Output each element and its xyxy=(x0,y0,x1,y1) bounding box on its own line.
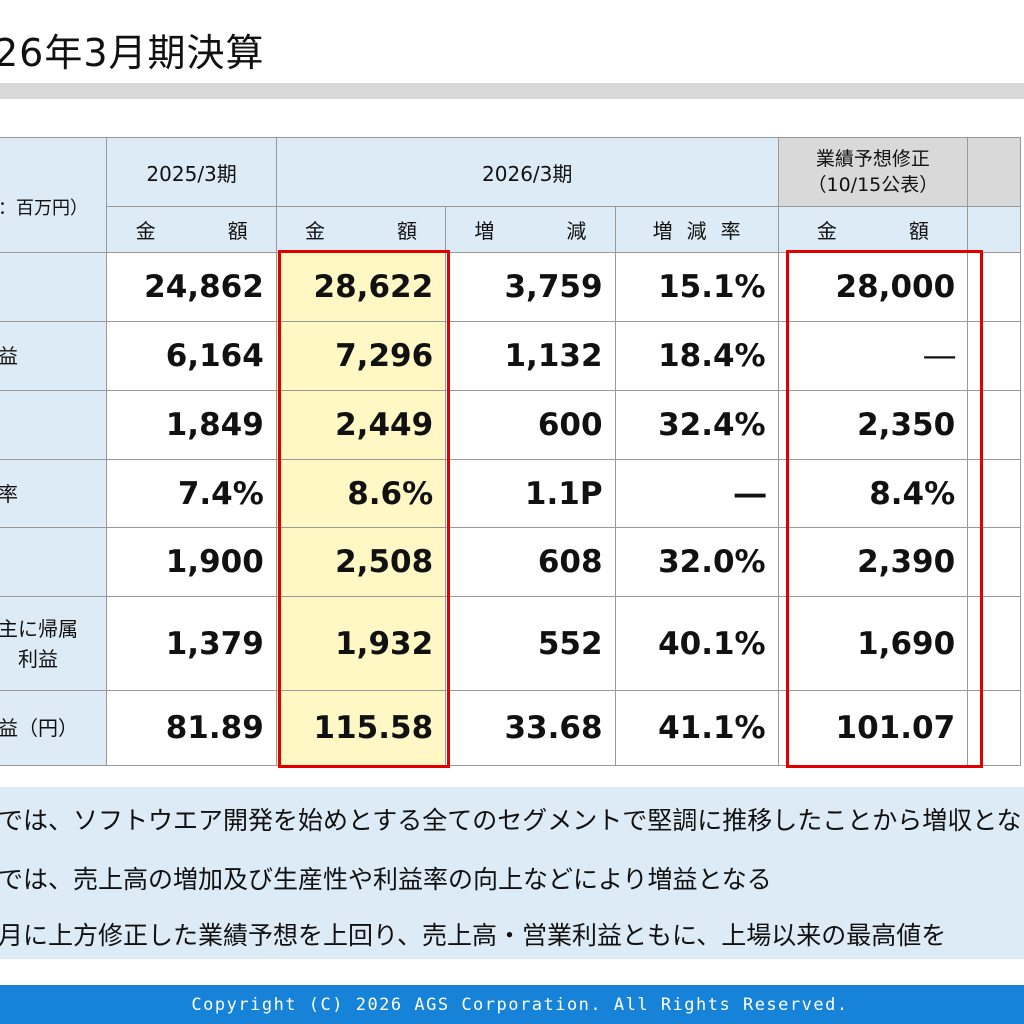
value-change: 1.1P xyxy=(445,459,616,528)
value-2025: 24,862 xyxy=(106,252,277,322)
value-2026: 7,296 xyxy=(275,321,447,391)
footer-bar: Copyright (C) 2026 AGS Corporation. All … xyxy=(0,985,1024,1024)
subheader-amount-2025: 金 額 xyxy=(106,206,277,253)
row-label: 益 xyxy=(0,321,108,391)
value-2025: 1,849 xyxy=(106,390,277,460)
value-change-rate: 15.1% xyxy=(614,252,779,322)
forecast-title: 業績予想修正 xyxy=(815,148,930,170)
subheader-amount-2026: 金 額 xyxy=(275,206,447,253)
value-forecast: 2,350 xyxy=(777,390,969,460)
table-row: 率 7.4% 8.6% 1.1P ― 8.4% xyxy=(0,459,1021,528)
value-extra xyxy=(967,390,1021,460)
row-label-text: 率 xyxy=(0,481,18,506)
value-2026: 2,508 xyxy=(275,527,447,597)
header-2025: 2025/3期 xyxy=(106,137,277,207)
value-change: 3,759 xyxy=(445,252,616,322)
subheader-change: 増 減 xyxy=(445,206,616,253)
value-2025: 1,379 xyxy=(106,596,277,691)
row-label: 主に帰属 利益 xyxy=(0,596,108,691)
copyright-text: Copyright (C) 2026 AGS Corporation. All … xyxy=(191,995,849,1015)
value-2025: 7.4% xyxy=(106,459,277,528)
value-change: 600 xyxy=(445,390,616,460)
value-2025: 6,164 xyxy=(106,321,277,391)
unit-label: ：百万円） xyxy=(0,198,88,219)
value-change: 33.68 xyxy=(445,690,616,766)
table-row: 1,900 2,508 608 32.0% 2,390 xyxy=(0,527,1021,597)
subheader-amount-forecast: 金 額 xyxy=(777,206,969,253)
value-change-rate: 41.1% xyxy=(614,690,779,766)
header-extra xyxy=(967,137,1021,207)
value-2025: 81.89 xyxy=(106,690,277,766)
value-change: 1,132 xyxy=(445,321,616,391)
note-profit: では、売上高の増加及び生産性や利益率の向上などにより増益となる xyxy=(0,865,772,894)
value-2026: 2,449 xyxy=(275,390,447,460)
value-2026: 8.6% xyxy=(275,459,447,528)
value-forecast: ― xyxy=(777,321,969,391)
table-row: 益 6,164 7,296 1,132 18.4% ― xyxy=(0,321,1021,391)
value-forecast: 1,690 xyxy=(777,596,969,691)
financial-results-table: ：百万円） 2025/3期 2026/3期 業績予想修正 （10/15公表） 金… xyxy=(0,137,1021,766)
note-revenue: では、ソフトウエア開発を始めとする全てのセグメントで堅調に推移したことから増収と… xyxy=(0,806,1024,835)
value-2026: 115.58 xyxy=(275,690,447,766)
value-change-rate: 40.1% xyxy=(614,596,779,691)
value-extra xyxy=(967,252,1021,322)
value-change-rate: ― xyxy=(614,459,779,528)
table-row: 主に帰属 利益 1,379 1,932 552 40.1% 1,690 xyxy=(0,596,1021,691)
value-2026: 1,932 xyxy=(275,596,447,691)
header-2026: 2026/3期 xyxy=(275,137,779,207)
value-extra xyxy=(967,321,1021,391)
value-change: 552 xyxy=(445,596,616,691)
row-label: 率 xyxy=(0,459,108,528)
row-label-text: 益 xyxy=(0,344,18,368)
row-label xyxy=(0,527,108,597)
value-forecast: 8.4% xyxy=(777,459,969,528)
value-change-rate: 32.0% xyxy=(614,527,779,597)
table-row: 24,862 28,622 3,759 15.1% 28,000 xyxy=(0,252,1021,322)
unit-header-cell: ：百万円） xyxy=(0,137,108,253)
value-2025: 1,900 xyxy=(106,527,277,597)
note-forecast: 月に上方修正した業績予想を上回り、売上高・営業利益ともに、上場以来の最高値を xyxy=(0,921,947,950)
value-extra xyxy=(967,527,1021,597)
notes-panel: では、ソフトウエア開発を始めとする全てのセグメントで堅調に推移したことから増収と… xyxy=(0,787,1024,959)
value-extra xyxy=(967,690,1021,766)
row-label-text-2: 利益 xyxy=(18,646,58,671)
value-forecast: 2,390 xyxy=(777,527,969,597)
page-title: 26年3月期決算 xyxy=(0,31,265,75)
row-label xyxy=(0,390,108,460)
row-label-text: 主に帰属 xyxy=(0,616,78,641)
value-change-rate: 18.4% xyxy=(614,321,779,391)
forecast-date: （10/15公表） xyxy=(807,174,939,196)
value-forecast: 101.07 xyxy=(777,690,969,766)
row-label xyxy=(0,252,108,322)
table-row: 益（円） 81.89 115.58 33.68 41.1% 101.07 xyxy=(0,690,1021,766)
header-forecast: 業績予想修正 （10/15公表） xyxy=(777,137,969,207)
row-label-text: 益（円） xyxy=(0,716,78,740)
subheader-change-rate: 増減率 xyxy=(614,206,779,253)
title-underline-bar xyxy=(0,83,1024,99)
table-row: 1,849 2,449 600 32.4% 2,350 xyxy=(0,390,1021,460)
value-change-rate: 32.4% xyxy=(614,390,779,460)
value-2026: 28,622 xyxy=(275,252,447,322)
subheader-extra xyxy=(967,206,1021,253)
value-extra xyxy=(967,596,1021,691)
value-forecast: 28,000 xyxy=(777,252,969,322)
value-extra xyxy=(967,459,1021,528)
value-change: 608 xyxy=(445,527,616,597)
row-label: 益（円） xyxy=(0,690,108,766)
